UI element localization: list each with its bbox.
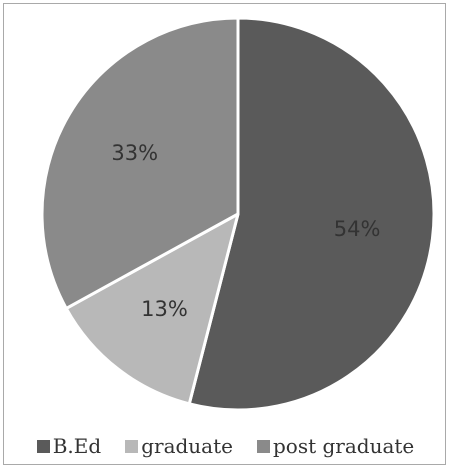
- pie-slice-bed: [187, 16, 436, 412]
- data-label-bed: 54%: [334, 217, 381, 241]
- legend-swatch-bed: [36, 439, 50, 453]
- legend-label-bed: B.Ed: [52, 434, 102, 458]
- legend-swatch-graduate: [125, 439, 139, 453]
- legend-label-post-graduate: post graduate: [272, 434, 415, 458]
- legend-item-graduate: graduate: [125, 434, 233, 458]
- legend-item-post-graduate: post graduate: [256, 434, 415, 458]
- legend-label-graduate: graduate: [141, 434, 233, 458]
- pie-slice-graduate: [64, 212, 240, 406]
- pie-slice-post-graduate: [40, 16, 240, 310]
- legend-item-bed: B.Ed: [36, 434, 102, 458]
- legend: B.Ed graduate post graduate: [0, 428, 451, 464]
- pie-slices: [40, 16, 436, 412]
- data-label-graduate: 13%: [141, 297, 188, 321]
- pie-slice-labels: 54% 13% 33%: [111, 141, 380, 321]
- data-label-post-graduate: 33%: [111, 141, 158, 165]
- legend-swatch-post-graduate: [256, 439, 270, 453]
